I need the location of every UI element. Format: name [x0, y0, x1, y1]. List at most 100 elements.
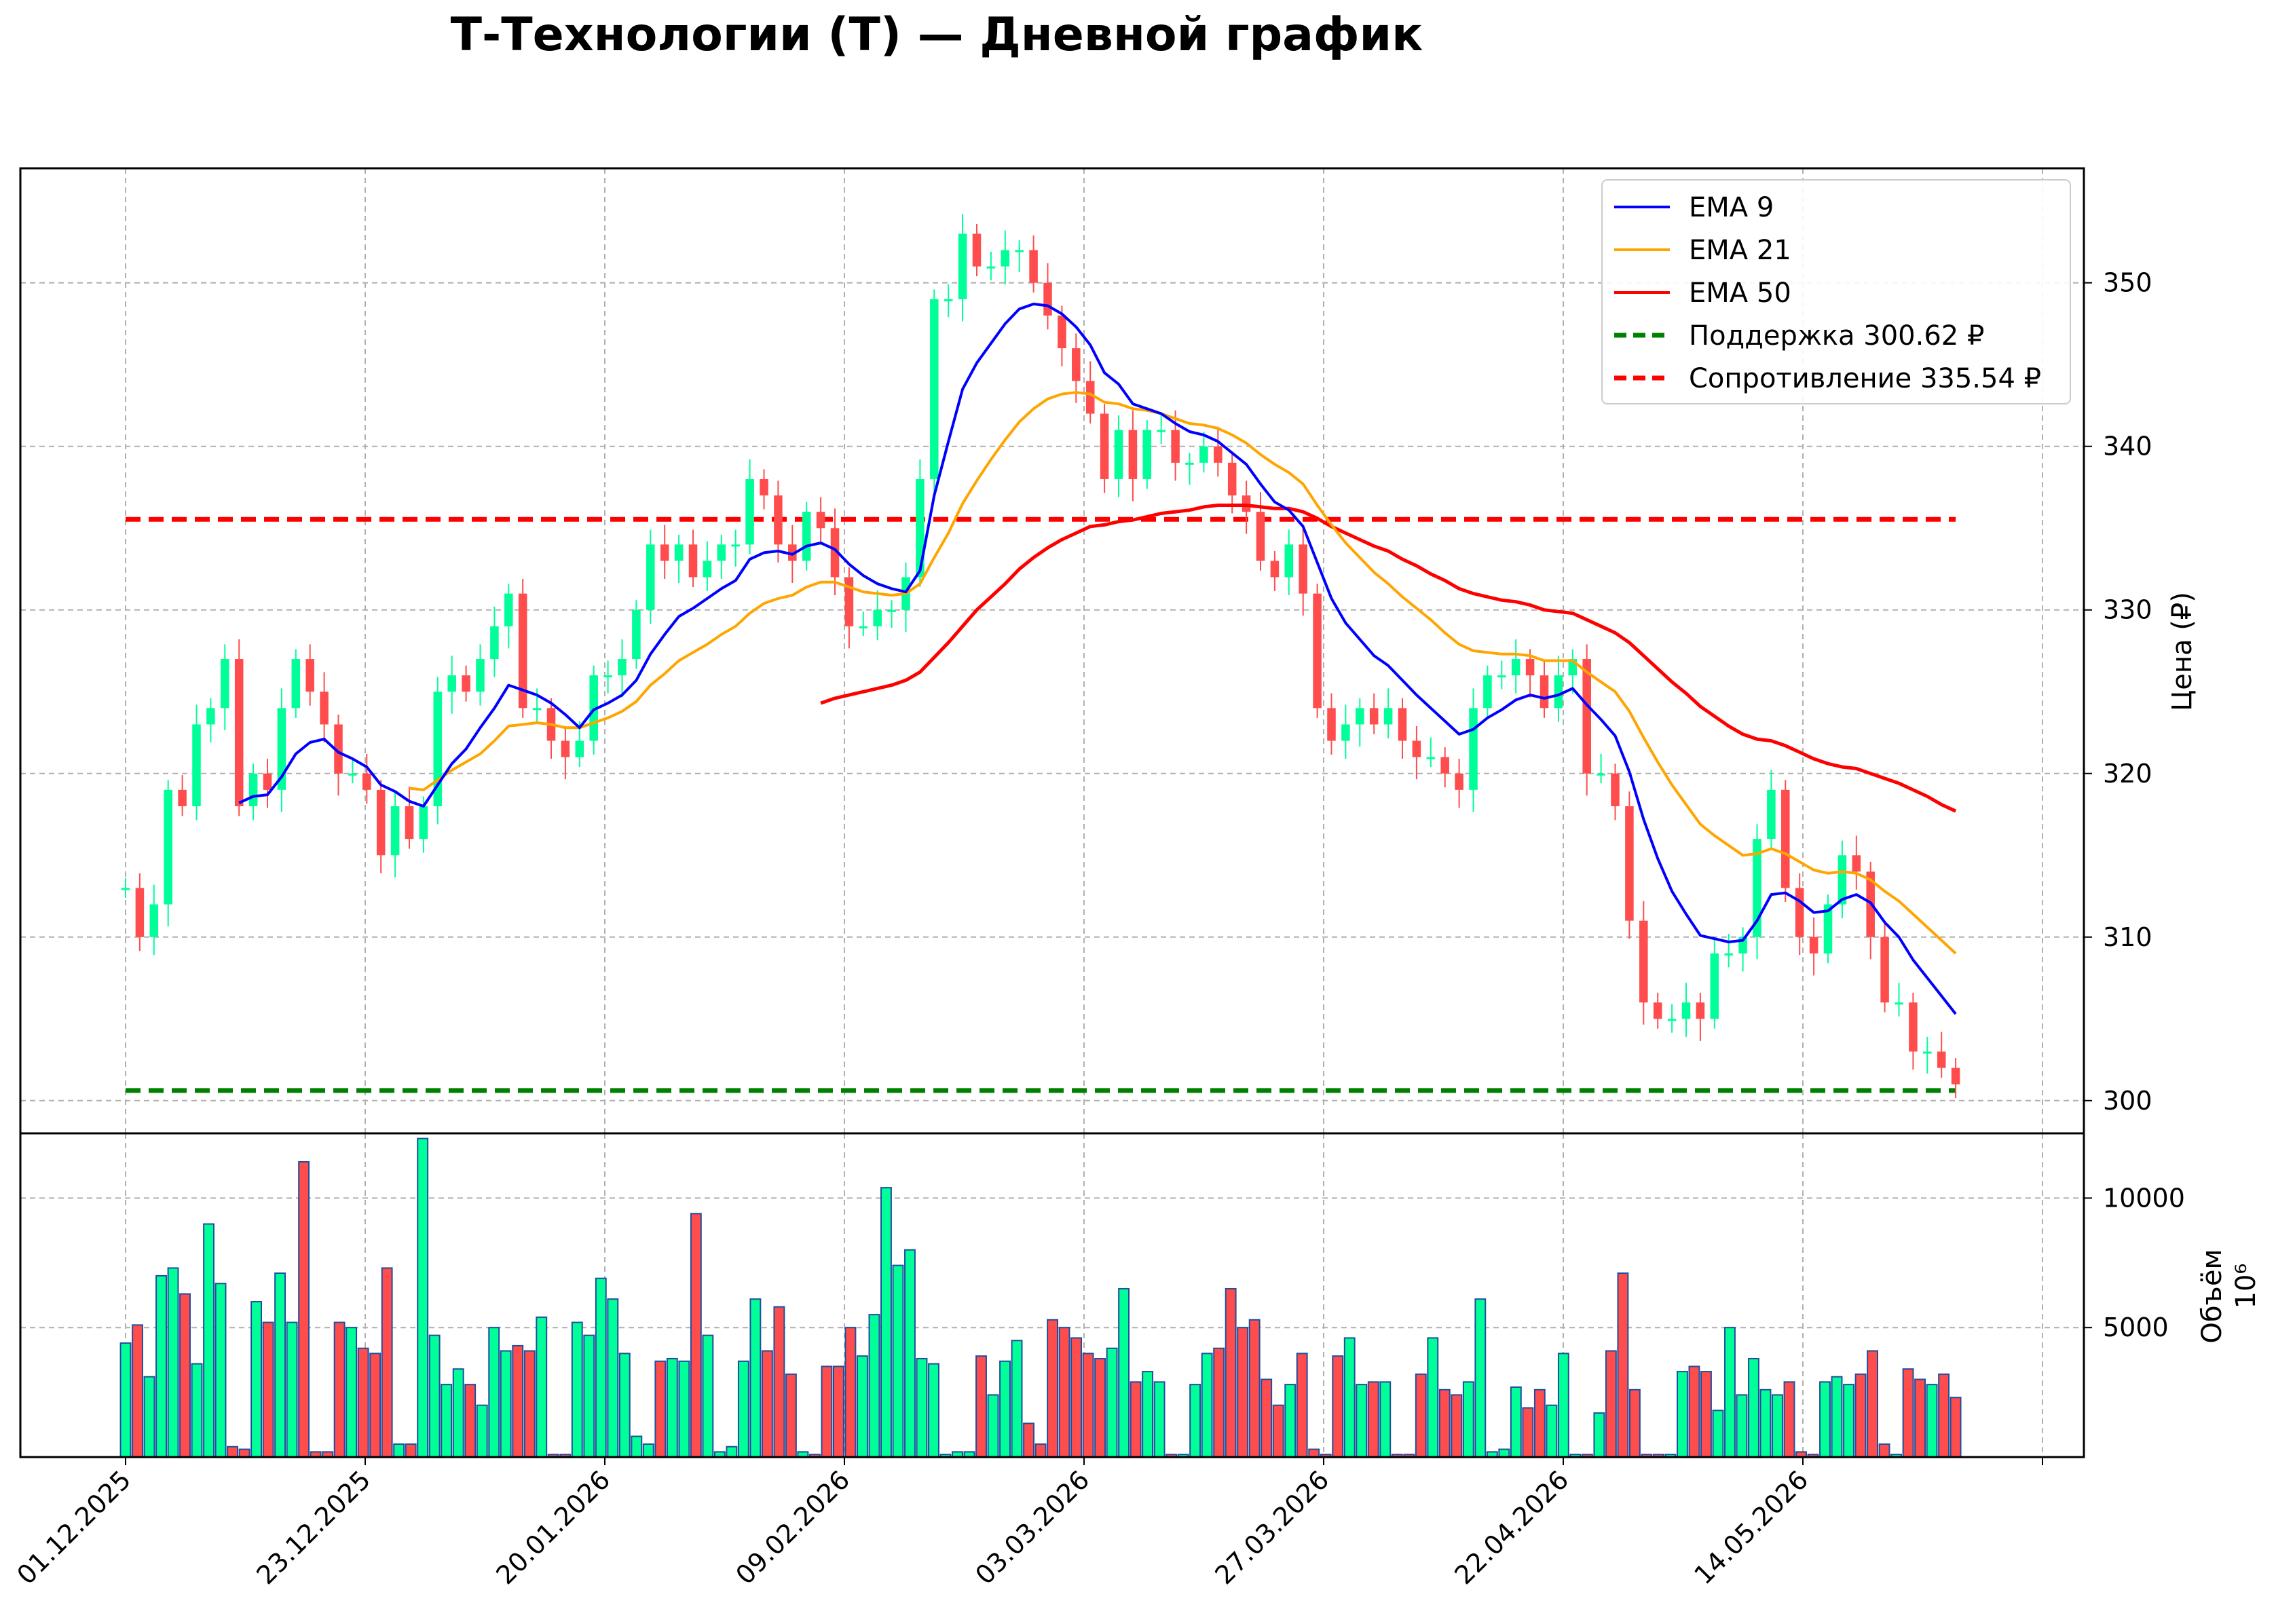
volume-y-axis: 5000 10000 [2084, 1183, 2185, 1342]
candle-body [760, 478, 768, 496]
volume-bar [928, 1363, 939, 1458]
volume-bar [1949, 1397, 1962, 1458]
candle-body [930, 299, 939, 479]
volume-bar [464, 1384, 477, 1458]
candle-body [1540, 675, 1549, 709]
support-resistance-levels [126, 516, 1956, 1093]
price-axis-label: Цена (₽) [2167, 592, 2198, 711]
candle-body [1199, 446, 1208, 463]
volume-bar [1498, 1448, 1510, 1458]
candle-body [1440, 757, 1449, 774]
volume-bar [155, 1274, 167, 1458]
candle-body [958, 233, 967, 299]
volume-bar [832, 1365, 844, 1458]
volume-bar [227, 1446, 239, 1458]
candle-body [1681, 1002, 1691, 1019]
candle-body [1185, 462, 1194, 465]
candle-body [1341, 724, 1350, 741]
candle-body [1597, 773, 1605, 776]
candle-body [816, 512, 825, 529]
volume-bar [1118, 1287, 1130, 1458]
volume-bar [678, 1360, 690, 1458]
volume-bar [654, 1360, 667, 1458]
candle-body [1455, 773, 1463, 790]
volume-bar [904, 1249, 916, 1458]
volume-bar [143, 1376, 155, 1458]
candle-body [362, 773, 371, 790]
candle-body [476, 659, 485, 692]
candle-body [1909, 1002, 1918, 1052]
volume-bar [1415, 1373, 1427, 1458]
candle-body [1781, 789, 1790, 888]
candle-body [561, 740, 570, 757]
price-ytick-label: 320 [2103, 759, 2152, 789]
candle-body [1256, 512, 1265, 561]
volume-bar [441, 1384, 453, 1458]
volume-bar [773, 1306, 785, 1458]
volume-bar [1772, 1394, 1783, 1458]
candle-body [1880, 937, 1889, 1003]
candle-body [447, 675, 456, 692]
candle-body [703, 561, 712, 578]
legend-label-ema21: EMA 21 [1689, 235, 1791, 266]
candle-body [688, 544, 698, 578]
volume-bar [1189, 1384, 1201, 1458]
xtick-label: 22.04.2026 [1449, 1465, 1574, 1590]
volume-bar [892, 1264, 904, 1458]
candle-body [149, 904, 159, 937]
candle-body [504, 593, 513, 626]
candle-body [972, 233, 982, 267]
candle-body [575, 740, 584, 757]
candle-body [234, 659, 244, 806]
candle-body [1128, 430, 1138, 479]
price-ytick-label: 330 [2103, 595, 2152, 625]
volume-bar [1510, 1386, 1522, 1458]
candle-body [1142, 430, 1152, 479]
volume-bar [523, 1350, 536, 1458]
candle-body [490, 626, 499, 660]
volume-bar [167, 1267, 179, 1458]
ema-lines [238, 303, 1957, 1015]
xtick-label: 23.12.2025 [250, 1465, 376, 1590]
candle-body [830, 528, 840, 578]
volume-bar [726, 1446, 738, 1458]
volume-bar [749, 1298, 762, 1458]
candle-body [291, 659, 301, 709]
candle-body [1923, 1051, 1932, 1054]
volume-bar [250, 1301, 263, 1458]
candle-body [717, 544, 726, 561]
candle-body [873, 609, 882, 626]
volume-bar [1356, 1384, 1368, 1458]
candle-body [788, 544, 797, 561]
volume-bar [1142, 1371, 1154, 1458]
candlestick-series [121, 214, 1960, 1099]
candle-body [178, 789, 187, 806]
candle-body [1313, 593, 1322, 709]
candle-body [263, 773, 272, 790]
volume-bar [119, 1342, 132, 1458]
candle-body [603, 675, 612, 678]
price-ytick-label: 340 [2103, 432, 2152, 461]
volume-bar [1676, 1371, 1688, 1458]
volume-bar [571, 1321, 583, 1458]
candle-body [618, 659, 627, 676]
volume-bar [607, 1298, 619, 1458]
volume-bar [369, 1353, 381, 1458]
volume-bar [512, 1344, 524, 1458]
candle-body [1369, 708, 1379, 725]
candle-body [334, 724, 343, 774]
volume-bar [179, 1293, 191, 1458]
volume-bar [1926, 1384, 1938, 1458]
candle-body [1356, 708, 1364, 725]
candle-body [1043, 282, 1052, 316]
ema9-line [238, 303, 1957, 1015]
volume-bar [393, 1443, 405, 1458]
candle-body [632, 609, 641, 660]
candle-body [887, 609, 896, 612]
candle-body [1852, 855, 1861, 872]
volume-bar [428, 1334, 441, 1458]
volume-bar [583, 1334, 595, 1458]
candle-body [731, 544, 740, 547]
volume-bar [357, 1347, 369, 1458]
candle-body [916, 478, 925, 578]
